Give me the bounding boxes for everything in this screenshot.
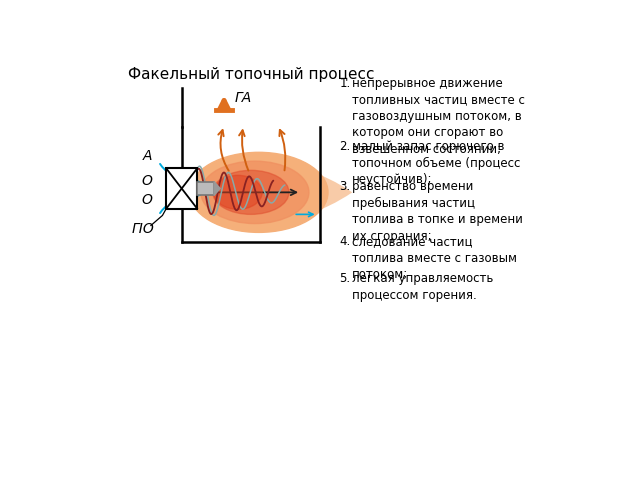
Text: А: А [142, 149, 152, 163]
Text: 4.: 4. [340, 236, 351, 249]
Polygon shape [214, 181, 220, 195]
Ellipse shape [189, 152, 328, 232]
Text: Факельный топочный процесс: Факельный топочный процесс [128, 67, 374, 82]
Text: следование частиц
топлива вместе с газовым
потоком;: следование частиц топлива вместе с газов… [352, 236, 517, 281]
Text: 5.: 5. [340, 273, 351, 286]
Ellipse shape [212, 170, 289, 215]
Text: О: О [141, 193, 152, 207]
Text: ГА: ГА [235, 91, 252, 106]
Text: легкая управляемость
процессом горения.: легкая управляемость процессом горения. [352, 273, 493, 302]
Text: равенство времени
пребывания частиц
топлива в топке и времени
их сгорания;: равенство времени пребывания частиц топл… [352, 180, 523, 243]
Ellipse shape [201, 161, 309, 224]
Text: 1.: 1. [340, 77, 351, 90]
Text: малый запас горючего в
топочном объеме (процесс
неустойчив);: малый запас горючего в топочном объеме (… [352, 140, 520, 186]
Text: 3.: 3. [340, 180, 351, 193]
Ellipse shape [214, 175, 262, 209]
Text: 2.: 2. [340, 140, 351, 153]
Bar [166, 168, 197, 208]
Bar [197, 181, 214, 195]
PathPatch shape [210, 161, 352, 224]
Text: непрерывное движение
топливных частиц вместе с
газовоздушным потоком, в
котором : непрерывное движение топливных частиц вм… [352, 77, 525, 156]
Text: ГІО: ГІО [132, 222, 155, 236]
Text: О: О [141, 174, 152, 188]
